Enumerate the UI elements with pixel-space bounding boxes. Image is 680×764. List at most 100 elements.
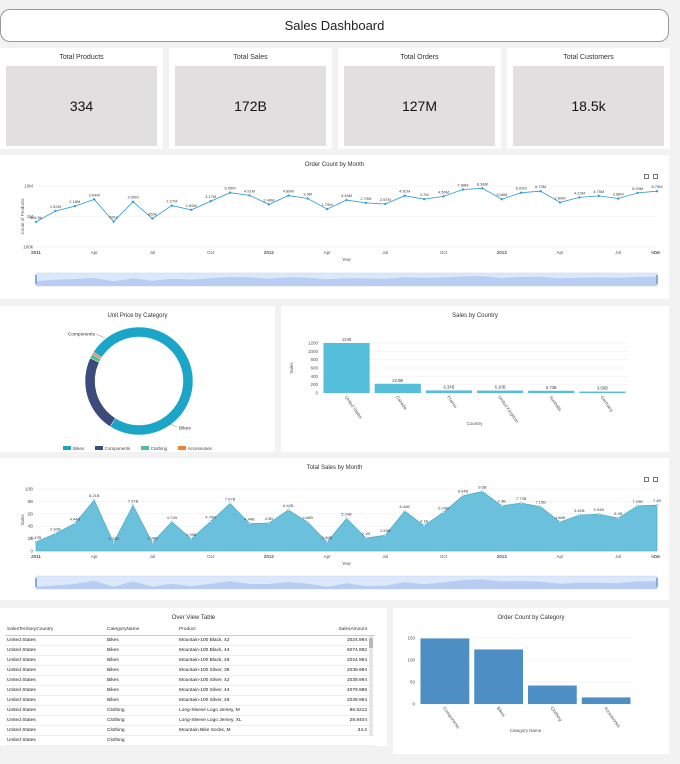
data-point [636,504,639,508]
data-label: 7.67B [225,496,236,501]
table-cell: 34.2 [297,725,375,736]
data-point [190,537,193,541]
kpi-title: Total Sales [233,54,268,61]
data-label: 6.44B [399,504,410,509]
data-label: 2.18M [69,199,80,204]
legend-item-clothing[interactable]: Clothing [140,445,168,451]
table-cell: United States [5,695,105,706]
x-tick-label: Jul [150,554,156,559]
column-header-product[interactable]: Product [177,625,297,636]
table-row[interactable]: United States Bikes Mountain-100 Silver, 3… [5,665,375,676]
x-axis-title: Year [342,561,352,566]
data-point [345,198,348,202]
table-cell: Mountain-100 Silver, 38 [177,665,297,676]
callout-line [95,333,106,339]
y-axis-title: Sales [20,514,25,526]
table-row[interactable]: United States Bikes Mountain-100 Silver, 4… [5,675,375,686]
data-label: 8.21B [89,493,100,498]
data-label: 1.36B [147,536,158,541]
chart-title: Total Sales by Month [306,465,363,471]
table-cell [177,735,297,746]
table-row[interactable]: United States Bikes Mountain-100 Silver, 4… [5,695,375,706]
x-tick-label: Nov [651,250,660,255]
unit-price-panel: Unit Price by Category Components Bikes B… [0,306,275,452]
bar [425,390,472,393]
table-row[interactable]: United States Clothing [5,735,375,746]
bar-value-label: 5.73B [546,385,557,390]
table-cell: United States [5,675,105,686]
data-point [248,522,251,525]
table-cell: 6074.982 [297,645,375,656]
table-row[interactable]: United States Clothing Long-Sleeve Logo Je… [5,715,375,726]
chart-title: Unit Price by Category [107,313,168,319]
x-tick-label: Apr [91,250,99,255]
data-point [461,494,465,497]
table-cell: Bikes [105,655,177,666]
data-label: 4.91M [244,188,255,193]
legend-item-accessories[interactable]: Accessories [177,446,212,451]
data-point [93,198,96,201]
legend-item-components[interactable]: Components [94,446,130,451]
column-header-category[interactable]: CategoryName [105,625,177,636]
x-tick-label: Germany [600,395,615,414]
data-point [112,541,115,544]
refresh-icon[interactable] [644,174,649,179]
y-tick-label: 1000 [308,349,319,354]
folder-icon[interactable] [653,174,658,179]
refresh-icon[interactable] [644,477,649,482]
table-row[interactable]: United States Clothing Long-Sleeve Logo Je… [5,705,375,716]
x-tick-label: 2011 [31,554,41,559]
data-label: 2.55B [380,528,391,533]
data-label: 1.46B [322,535,333,540]
y-tick-label: 10M [24,184,33,189]
data-label: 3.17M [205,194,216,199]
kpi-title: Total Customers [563,54,614,61]
data-point [539,190,542,193]
table-row[interactable]: United States Clothing Mountain Bike Socks… [5,725,375,736]
table-row[interactable]: United States Bikes Mountain-100 Black, 44… [5,645,375,656]
x-tick-label: Nov [651,554,660,559]
x-tick-label: Bikes [496,706,507,718]
legend-label: Clothing [150,445,168,451]
table-row[interactable]: United States Bikes Mountain-100 Black, 42… [5,635,375,646]
table-cell: Bikes [105,635,177,646]
data-point [228,191,232,194]
data-label: 3.9M [303,191,312,196]
data-label: 4.68B [555,515,566,520]
legend-item-bikes[interactable]: Bikes [63,446,84,451]
data-point [519,191,523,194]
data-label: 666.5k [30,215,42,220]
unit-price-donut: Components Bikes [68,326,194,436]
table-row[interactable]: United States Bikes Mountain-100 Black, 48… [5,655,375,666]
overview-table-panel: Over View Table SalesTerritoryCountry Ca… [0,608,387,746]
scrollbar-thumb[interactable] [369,638,373,648]
data-point [228,502,232,505]
column-header-country[interactable]: SalesTerritoryCountry [5,625,105,636]
table-cell: 2024.994 [297,635,375,646]
table-cell: Mountain-100 Black, 44 [177,645,297,656]
table-cell: Bikes [105,695,177,706]
bar-value-label: 1240 [342,337,352,342]
x-tick-label: Oct [653,554,661,559]
data-label: 1.33B [108,536,119,541]
kpi-card-sales: Total Sales 172B [169,48,332,149]
data-label: 8.94B [458,489,469,494]
table-row[interactable]: United States Bikes Mountain-100 Silver, 4… [5,685,375,696]
data-label: 4.75M [593,189,604,194]
table-scrollbar[interactable] [369,636,373,736]
data-point [636,191,639,195]
y-tick-label: 10B [25,487,33,492]
column-header-sales-amount[interactable]: SalesAmount [297,625,375,636]
data-point [539,505,542,508]
table-cell: Bikes [105,665,177,676]
navigator-series [36,276,657,286]
bar [581,697,631,704]
x-tick-label: United States [344,395,364,421]
data-label: 4.44B [70,516,81,521]
data-point [248,194,251,197]
data-point [93,498,96,502]
bar [477,390,524,393]
x-tick-label: Oct [653,250,661,255]
navigator-handle-left [35,578,37,587]
folder-icon[interactable] [653,477,658,482]
